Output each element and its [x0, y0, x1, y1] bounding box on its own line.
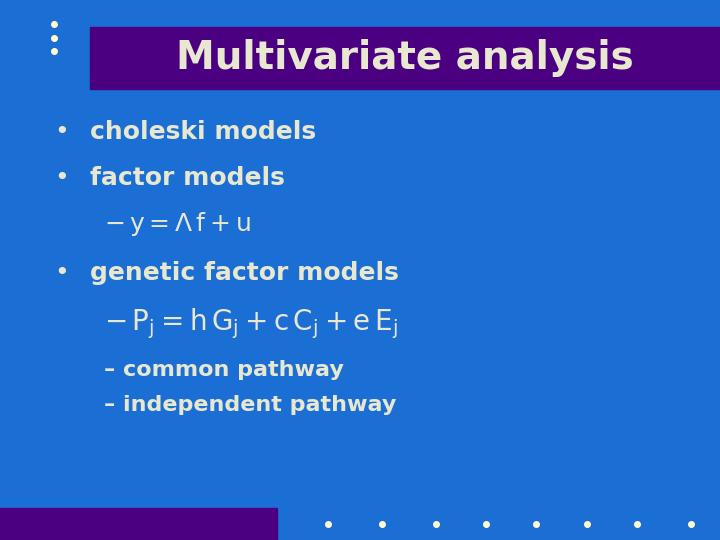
- Text: $\mathrm{-\,y = \Lambda\,f + u}$: $\mathrm{-\,y = \Lambda\,f + u}$: [104, 210, 251, 238]
- Text: – common pathway: – common pathway: [104, 360, 344, 380]
- Text: •: •: [54, 166, 68, 190]
- Text: Multivariate analysis: Multivariate analysis: [176, 39, 634, 77]
- Text: genetic factor models: genetic factor models: [90, 261, 399, 285]
- Text: $\mathrm{-\,P_j = h\,G_j + c\,C_j + e\,E_j}$: $\mathrm{-\,P_j = h\,G_j + c\,C_j + e\,E…: [104, 307, 398, 341]
- Text: •: •: [54, 120, 68, 144]
- Bar: [0, 508, 277, 540]
- Text: – independent pathway: – independent pathway: [104, 395, 397, 415]
- Text: choleski models: choleski models: [90, 120, 316, 144]
- Bar: [90, 27, 720, 89]
- Text: factor models: factor models: [90, 166, 285, 190]
- Text: •: •: [54, 261, 68, 285]
